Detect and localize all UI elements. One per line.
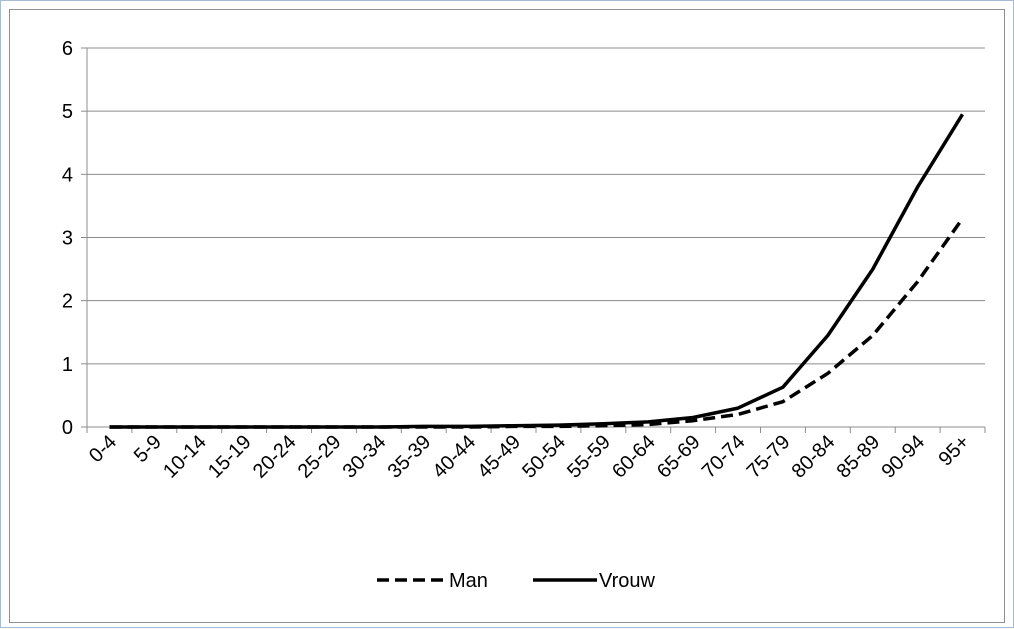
x-tick-label-7: 35-39	[384, 431, 436, 483]
y-tick-label-4: 4	[62, 164, 73, 186]
x-tick-label-3: 15-19	[204, 431, 256, 483]
x-tick-label-12: 60-64	[608, 431, 660, 483]
x-tick-label-10: 50-54	[518, 431, 570, 483]
x-tick-label-18: 90-94	[877, 431, 929, 483]
y-tick-label-1: 1	[62, 354, 73, 376]
legend-label-vrouw: Vrouw	[599, 570, 656, 592]
legend-item-vrouw: Vrouw	[533, 570, 656, 592]
y-tick-label-2: 2	[62, 291, 73, 313]
axes	[81, 47, 986, 433]
x-tick-labels: 0-4 5-910-1415-1920-2425-2930-3435-3940-4…	[85, 431, 974, 483]
legend-label-man: Man	[449, 570, 488, 592]
series-line-vrouw	[109, 113, 964, 429]
x-tick-label-16: 80-84	[788, 431, 840, 483]
x-tick-label-15: 75-79	[743, 431, 795, 483]
legend: Man Vrouw	[377, 570, 656, 592]
x-tick-label-4: 20-24	[249, 431, 301, 483]
x-tick-label-13: 65-69	[653, 431, 705, 483]
x-tick-label-14: 70-74	[698, 431, 750, 483]
gridlines	[87, 47, 985, 365]
x-tick-label-8: 40-44	[428, 431, 480, 483]
y-tick-label-6: 6	[62, 38, 73, 60]
y-tick-labels: 0 1 2 3 4 5 6	[62, 38, 73, 439]
x-tick-label-11: 55-59	[563, 431, 615, 483]
x-tick-label-2: 10-14	[159, 431, 211, 483]
legend-item-man: Man	[377, 570, 488, 592]
x-tick-label-5: 25-29	[294, 431, 346, 483]
series-line-man	[109, 217, 964, 429]
y-tick-label-5: 5	[62, 101, 73, 123]
y-tick-label-3: 3	[62, 228, 73, 250]
x-tick-label-6: 30-34	[339, 431, 391, 483]
x-tick-label-19: 95+	[935, 431, 975, 471]
x-tick-label-9: 45-49	[473, 431, 525, 483]
x-tick-label-0: 0-4	[85, 431, 121, 467]
x-tick-label-1: 5-9	[130, 431, 166, 467]
x-tick-label-17: 85-89	[833, 431, 885, 483]
series-lines	[109, 113, 964, 429]
y-tick-label-0: 0	[62, 417, 73, 439]
